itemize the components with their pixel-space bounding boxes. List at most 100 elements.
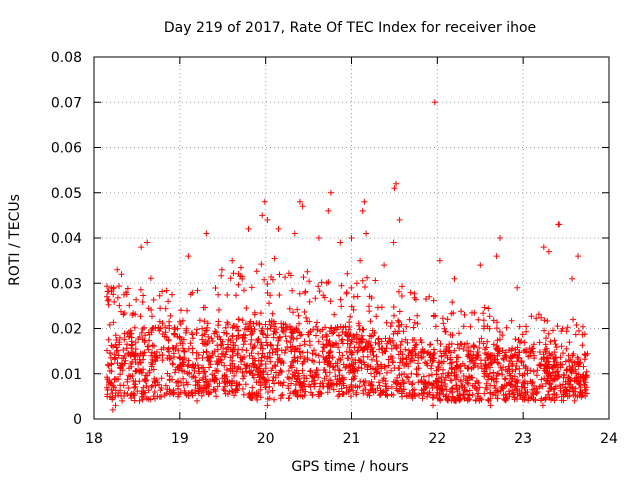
data-point xyxy=(296,290,303,297)
data-point xyxy=(395,317,401,324)
data-point xyxy=(227,368,234,375)
data-point xyxy=(107,350,114,356)
data-point xyxy=(449,366,456,373)
data-point xyxy=(411,319,418,326)
data-point xyxy=(216,307,222,313)
data-point xyxy=(242,381,249,388)
data-point xyxy=(350,306,357,313)
data-point xyxy=(264,371,271,378)
data-point xyxy=(199,355,206,361)
data-point xyxy=(340,324,347,331)
data-point xyxy=(280,329,287,335)
data-point xyxy=(116,302,123,309)
data-point xyxy=(380,375,387,382)
data-point xyxy=(206,358,213,365)
data-point xyxy=(158,393,165,400)
data-point xyxy=(124,285,131,292)
data-point xyxy=(470,343,477,350)
data-point xyxy=(200,349,207,356)
data-point xyxy=(142,372,149,379)
data-point xyxy=(576,327,582,334)
data-point xyxy=(270,374,277,380)
data-point xyxy=(286,305,293,312)
data-point xyxy=(277,395,284,402)
data-point xyxy=(194,362,201,369)
data-point xyxy=(156,352,163,359)
data-point xyxy=(294,328,301,335)
data-point xyxy=(319,334,326,341)
data-point xyxy=(538,395,545,402)
data-point xyxy=(264,216,271,223)
data-point xyxy=(103,293,110,300)
data-point xyxy=(310,381,317,388)
data-point xyxy=(174,378,181,385)
data-point xyxy=(512,336,519,343)
data-point xyxy=(583,390,590,397)
data-point xyxy=(411,294,418,301)
data-point xyxy=(461,311,468,318)
data-point xyxy=(248,284,255,291)
data-point xyxy=(165,298,172,305)
data-point xyxy=(215,291,222,298)
data-point xyxy=(301,375,308,381)
data-point xyxy=(123,289,129,296)
data-point xyxy=(364,346,371,353)
data-point xyxy=(362,386,369,393)
data-point xyxy=(251,311,258,318)
data-point xyxy=(233,368,240,375)
data-point xyxy=(493,378,500,385)
data-point xyxy=(390,330,397,337)
data-point xyxy=(221,362,228,369)
data-point xyxy=(442,328,449,335)
data-point xyxy=(112,402,119,409)
data-point xyxy=(490,375,497,382)
data-point xyxy=(120,347,127,353)
data-point xyxy=(434,337,441,344)
data-point xyxy=(390,359,396,366)
data-point xyxy=(422,359,429,366)
data-point xyxy=(247,328,254,335)
data-point xyxy=(358,332,365,339)
data-point xyxy=(111,376,118,383)
data-point xyxy=(210,386,217,393)
data-point xyxy=(146,337,153,344)
data-point xyxy=(437,341,444,347)
data-point xyxy=(335,332,342,339)
x-axis-label: GPS time / hours xyxy=(291,459,408,475)
data-point xyxy=(371,373,378,380)
data-point xyxy=(446,341,453,348)
data-point xyxy=(409,395,416,401)
data-point xyxy=(582,386,589,393)
data-point xyxy=(572,331,579,338)
data-point xyxy=(405,393,412,399)
data-point xyxy=(181,387,188,394)
data-point xyxy=(500,392,507,398)
data-point xyxy=(576,360,583,367)
data-point xyxy=(465,365,472,372)
data-point xyxy=(394,374,401,381)
data-point xyxy=(497,235,503,241)
data-point xyxy=(473,385,480,392)
data-point xyxy=(363,230,370,237)
data-point xyxy=(334,360,341,367)
data-point xyxy=(239,275,246,282)
data-point xyxy=(169,291,175,298)
data-point xyxy=(286,323,293,330)
data-point xyxy=(214,383,221,390)
data-point xyxy=(553,368,560,375)
data-point xyxy=(289,326,296,333)
data-point xyxy=(242,332,249,339)
data-point xyxy=(357,257,364,264)
data-point xyxy=(581,356,588,363)
data-point xyxy=(522,365,529,372)
data-point xyxy=(312,295,319,302)
data-point xyxy=(248,350,255,357)
data-point xyxy=(418,339,425,346)
data-point xyxy=(311,347,317,354)
data-point xyxy=(137,286,144,293)
data-point xyxy=(109,394,115,401)
data-point xyxy=(490,317,497,324)
data-point xyxy=(481,304,488,311)
data-point xyxy=(405,374,411,381)
data-point xyxy=(295,370,302,377)
